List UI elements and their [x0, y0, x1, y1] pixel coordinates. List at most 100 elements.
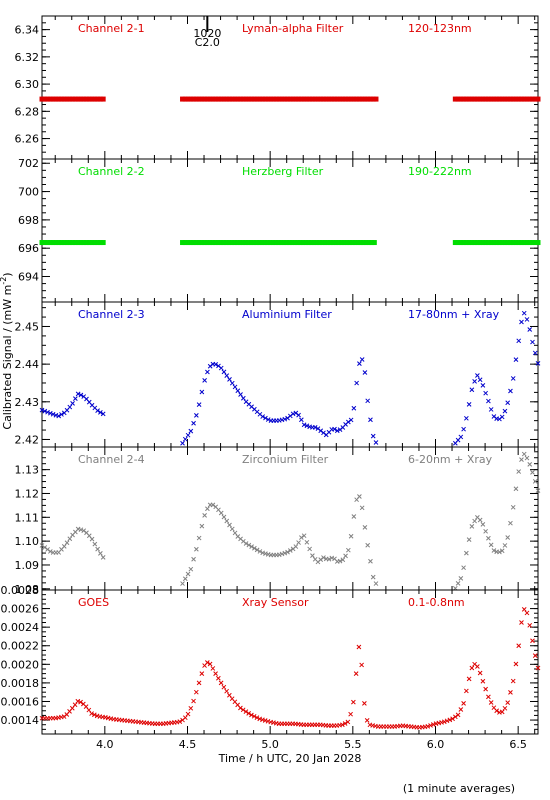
data-point-b: [466, 402, 472, 407]
data-point-b: [491, 414, 497, 419]
data-point-b: [527, 462, 533, 467]
y-tick-label: 0.0014: [1, 714, 40, 727]
data-point-b: [185, 571, 191, 577]
data-point-b: [535, 665, 541, 671]
data-point-b: [42, 545, 48, 550]
data-point-b: [458, 576, 464, 581]
data-point-b: [282, 550, 288, 556]
data-point-b: [191, 698, 196, 704]
data-point-b: [458, 434, 464, 440]
data-point-b: [370, 574, 376, 580]
data-point-b: [257, 716, 263, 722]
data-point-b: [251, 713, 257, 719]
data-point-b: [78, 392, 84, 398]
data-point-b: [516, 338, 522, 344]
data-series: [39, 451, 541, 591]
data-point-b: [199, 671, 205, 676]
data-point-b: [45, 409, 50, 415]
data-point-b: [497, 549, 502, 555]
data-point-b: [472, 518, 477, 524]
data-point-b: [310, 553, 315, 558]
panel-goes: 0.0014 0.0016 0.0018 0.0020 0.0022 0.0024 0.00…: [1, 584, 541, 751]
panel-channel-2-1: 6.26 6.28 6.30 6.32 6.34 Channel 2-1 Lyman-alp…: [15, 15, 541, 160]
x-tick-label: 4.0: [96, 738, 114, 751]
data-point-b: [238, 705, 243, 711]
data-point-b: [373, 440, 379, 445]
panel-label: Herzberg Filter: [242, 165, 324, 178]
data-point-b: [89, 711, 94, 716]
data-point-b: [329, 555, 335, 561]
y-tick-label: 6.28: [15, 105, 40, 118]
x-tick-label: 6.5: [509, 738, 527, 751]
y-tick-label: 0.0020: [1, 658, 40, 671]
data-point-b: [202, 378, 207, 383]
panel-label: 6-20nm + Xray: [408, 453, 493, 466]
data-point-b: [56, 413, 62, 419]
data-point-b: [464, 688, 469, 694]
panel-label: Channel 2-3: [78, 308, 145, 321]
y-tick-label: 0.0024: [1, 621, 40, 634]
data-point-b: [240, 707, 246, 713]
data-point-b: [78, 699, 83, 705]
data-point-b: [229, 696, 235, 702]
data-point-b: [86, 533, 92, 539]
data-point-b: [354, 380, 359, 386]
data-point-b: [196, 535, 202, 541]
data-point-b: [75, 698, 81, 704]
data-point-b: [42, 408, 48, 414]
data-point-b: [92, 405, 98, 411]
data-point-b: [365, 542, 371, 548]
panel-channel-2-2: 694 696 698 700 702 Channel 2-2 Herzberg Filte…: [18, 157, 541, 303]
data-point-b: [348, 711, 353, 717]
data-point-b: [47, 410, 53, 416]
data-point-b: [249, 404, 254, 410]
data-point-b: [207, 661, 213, 667]
data-point-b: [510, 376, 516, 381]
data-point-b: [334, 428, 340, 434]
data-point-b: [95, 408, 100, 413]
data-point-b: [276, 552, 282, 558]
data-point-b: [348, 417, 354, 423]
data-point-b: [100, 411, 106, 417]
data-point-b: [444, 718, 450, 724]
y-tick-label: 0.0028: [1, 584, 40, 597]
y-tick-label: 1.13: [15, 464, 40, 477]
data-point-b: [75, 391, 81, 397]
data-point: [535, 240, 541, 246]
data-point-b: [72, 702, 78, 708]
y-tick-label: 2.42: [15, 433, 40, 446]
data-point-b: [260, 414, 266, 419]
y-tick-label: 698: [18, 214, 39, 227]
data-point-b: [488, 542, 494, 548]
data-point-b: [524, 610, 530, 616]
data-point: [535, 96, 541, 102]
data-point: [371, 240, 377, 246]
panel-label: Aluminium Filter: [242, 308, 332, 321]
data-point-b: [340, 557, 346, 563]
data-point-b: [204, 660, 210, 665]
data-point-b: [362, 370, 368, 375]
data-point-b: [282, 416, 288, 422]
data-point-b: [477, 377, 483, 383]
data-point-b: [461, 700, 466, 706]
data-point-b: [345, 547, 351, 553]
y-axis-title-main: Calibrated Signal / (mW m: [1, 285, 14, 430]
y-tick-label: 700: [18, 186, 39, 199]
y-tick-label: 1.12: [15, 487, 40, 500]
data-point-b: [345, 719, 351, 725]
data-point-b: [502, 408, 508, 414]
panel-channel-2-3: 2.42 2.43 2.44 2.45 Channel 2-3 Aluminium Fil…: [15, 301, 541, 448]
data-point-b: [67, 404, 73, 410]
data-point-b: [357, 361, 362, 366]
data-point-b: [513, 357, 519, 362]
data-point-b: [428, 723, 433, 728]
data-point-b: [370, 433, 376, 439]
y-tick-label: 2.45: [15, 320, 40, 333]
data-point-b: [213, 671, 218, 676]
data-point-b: [499, 414, 505, 420]
data-point: [373, 96, 379, 102]
panels-layer: 6.26 6.28 6.30 6.32 6.34 Channel 2-1 Lyman-alp…: [1, 15, 541, 751]
data-point-b: [238, 536, 243, 542]
data-point-b: [243, 399, 249, 405]
data-point-b: [86, 399, 92, 405]
